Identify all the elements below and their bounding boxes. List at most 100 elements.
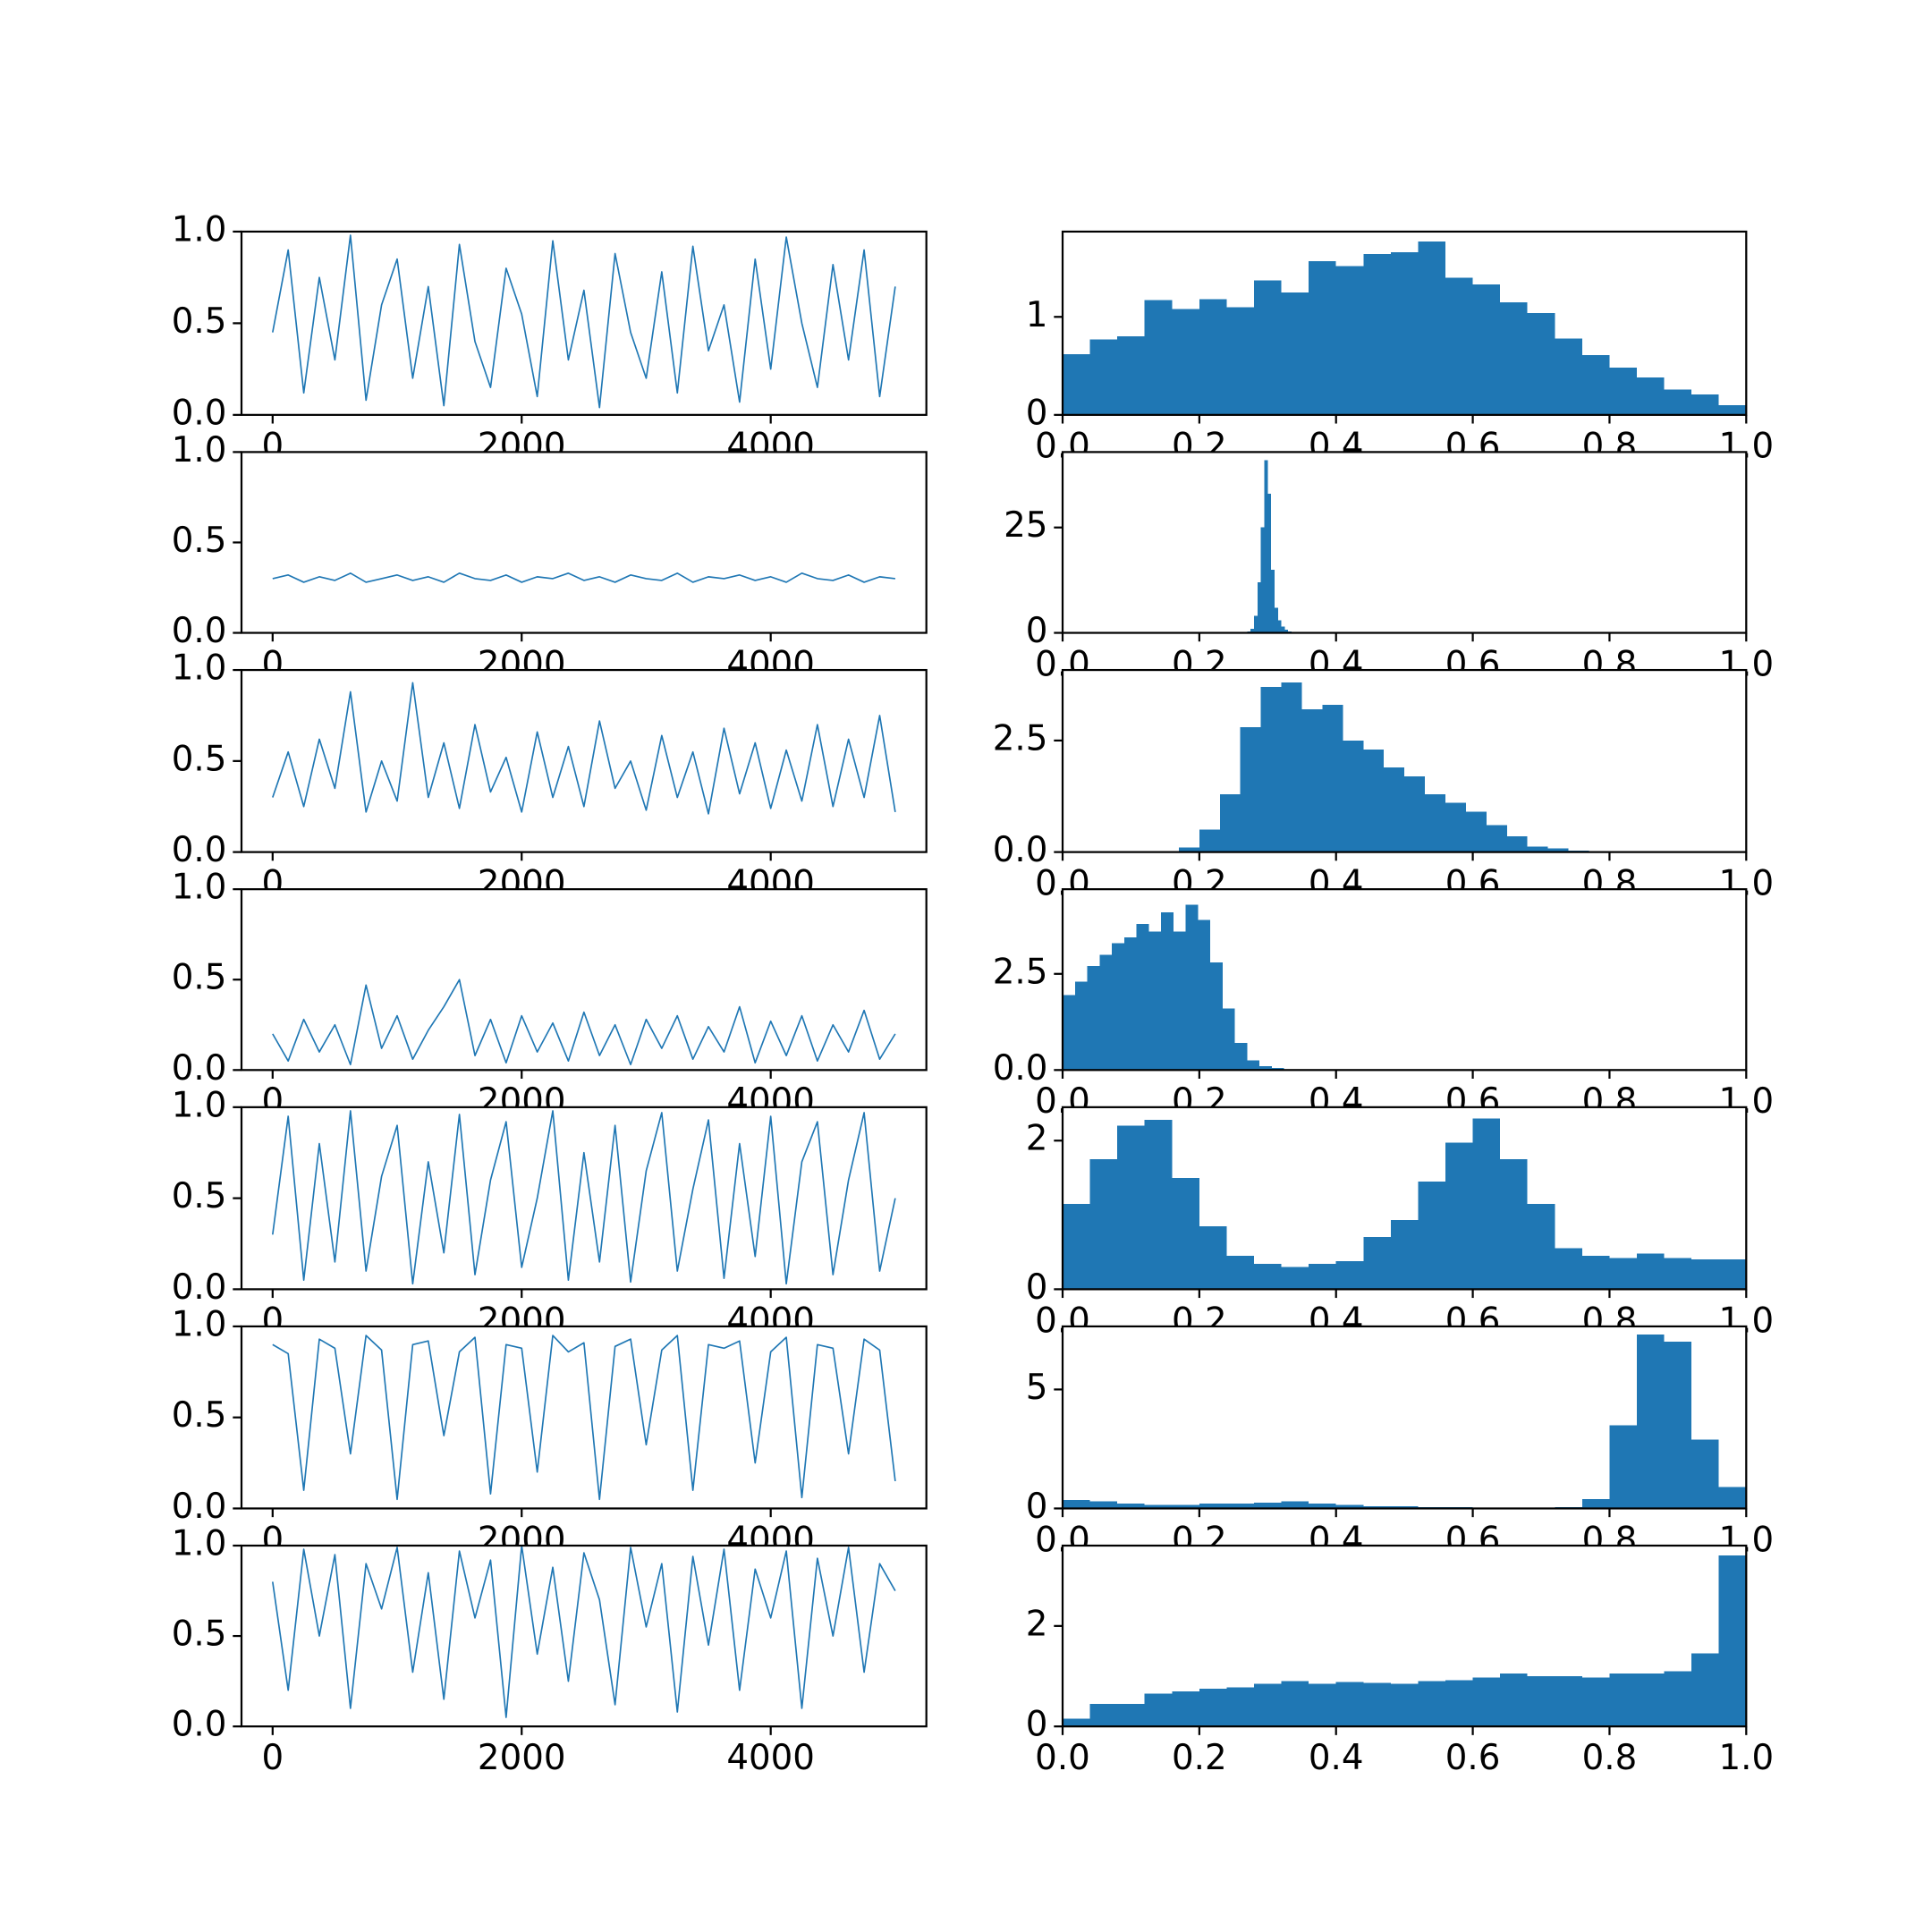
y-tick-label: 1 (1026, 295, 1048, 335)
hist-bar (1363, 1682, 1391, 1727)
hist-bar (1363, 1505, 1391, 1509)
y-tick-label: 0 (1026, 611, 1048, 651)
axes-background (242, 452, 927, 633)
hist-bar (1718, 1555, 1747, 1727)
hist-bar (1063, 1718, 1090, 1727)
axes-frame (1061, 230, 1748, 416)
x-tick-label: 0.4 (1309, 1738, 1364, 1778)
hist-bar (1099, 954, 1113, 1071)
hist-bar (1335, 1260, 1364, 1290)
hist-bar (1418, 241, 1446, 415)
y-tick-label: 0.5 (172, 521, 227, 561)
hist-bar (1117, 1125, 1145, 1290)
y-tick-label: 0 (1026, 393, 1048, 433)
hist-bar (1063, 995, 1075, 1071)
hist-bar (1226, 1687, 1255, 1727)
y-tick-label: 0.5 (172, 301, 227, 342)
hist-bar (1281, 1681, 1309, 1727)
x-tick-label: 0.6 (1445, 1738, 1501, 1778)
y-tick-label: 2 (1026, 1119, 1048, 1159)
trace-line (272, 572, 895, 583)
hist-bar (1581, 1498, 1610, 1509)
hist-bar (1210, 962, 1223, 1071)
hist-bar (1144, 1504, 1173, 1509)
hist-bar (1472, 1118, 1501, 1290)
hist-bar (1117, 1703, 1145, 1727)
trace-line (271, 234, 896, 409)
y-tick-label: 0 (1026, 1705, 1048, 1745)
hist-bar (1074, 981, 1088, 1071)
hist-bar (1664, 389, 1692, 415)
hist-bar (1506, 836, 1528, 852)
hist-bar (1527, 1203, 1555, 1290)
hist-bar (1254, 1683, 1282, 1727)
hist-bar (1581, 354, 1610, 415)
hist-bar (1637, 1674, 1665, 1727)
hist-bar (1199, 299, 1227, 415)
hist-bar (1199, 829, 1220, 852)
hist-bar (1691, 1439, 1719, 1509)
hist-bar (1309, 1264, 1336, 1290)
y-tick-label: 1.0 (172, 209, 227, 250)
axes-background (242, 889, 927, 1071)
hist-bar (1144, 1693, 1173, 1727)
y-tick-label: 1.0 (172, 868, 227, 908)
hist-bar (1172, 1690, 1199, 1727)
hist-bar (1226, 1256, 1255, 1290)
axes-background (242, 1546, 927, 1727)
hist-bar (1161, 911, 1174, 1071)
hist-bar (1609, 1674, 1638, 1727)
hist-bar (1609, 368, 1638, 415)
hist-bar (1363, 1237, 1391, 1290)
hist-bar (1664, 1258, 1692, 1290)
hist-bar (1691, 394, 1719, 415)
hist-bar (1260, 527, 1265, 633)
hist-bar (1254, 615, 1258, 633)
y-tick-label: 1.0 (172, 1085, 227, 1125)
hist-bar (1172, 1504, 1199, 1509)
hist-bar (1281, 1501, 1309, 1509)
hist-bar (1226, 307, 1255, 415)
hist-bar (1609, 1258, 1638, 1290)
hist-bar (1257, 581, 1261, 633)
hist-bar (1112, 943, 1124, 1071)
y-tick-label: 0.5 (172, 739, 227, 779)
hist-bar (1309, 1683, 1336, 1727)
x-tick-label: 1.0 (1718, 1738, 1774, 1778)
hist-bar (1178, 847, 1199, 852)
hist-bar (1172, 1177, 1199, 1290)
hist-bar (1309, 1504, 1336, 1509)
hist-bar (1581, 1677, 1610, 1727)
hist-bar (1718, 1487, 1747, 1509)
hist-bar (1527, 312, 1555, 415)
hist-bar (1445, 1142, 1473, 1290)
hist-bar (1199, 1504, 1227, 1509)
hist-bar (1472, 284, 1501, 415)
hist-bar (1281, 682, 1302, 852)
x-tick-label: 0.0 (1035, 1738, 1090, 1778)
axes-frame (1061, 1106, 1748, 1291)
hist-bar (1136, 923, 1149, 1071)
y-tick-label: 1.0 (172, 1304, 227, 1344)
y-tick-label: 0.0 (172, 611, 227, 651)
hist-bar (1500, 1159, 1528, 1290)
hist-bar (1240, 726, 1261, 852)
axes-background (242, 1326, 927, 1509)
x-tick-label: 2000 (478, 1738, 566, 1778)
y-tick-label: 1.0 (172, 1524, 227, 1564)
hist-bar (1281, 626, 1285, 633)
hist-bar (1247, 1060, 1260, 1071)
y-tick-label: 0.0 (993, 830, 1048, 870)
hist-bar (1500, 1674, 1528, 1727)
y-tick-label: 5 (1026, 1368, 1048, 1408)
hist-bar (1555, 1676, 1582, 1727)
hist-bar (1335, 1504, 1364, 1509)
hist-bar (1123, 936, 1137, 1071)
y-tick-label: 0.0 (172, 1705, 227, 1745)
hist-bar (1418, 1681, 1446, 1727)
hist-bar (1718, 1259, 1747, 1290)
hist-bar (1418, 1181, 1446, 1290)
trace-line (271, 1110, 896, 1285)
